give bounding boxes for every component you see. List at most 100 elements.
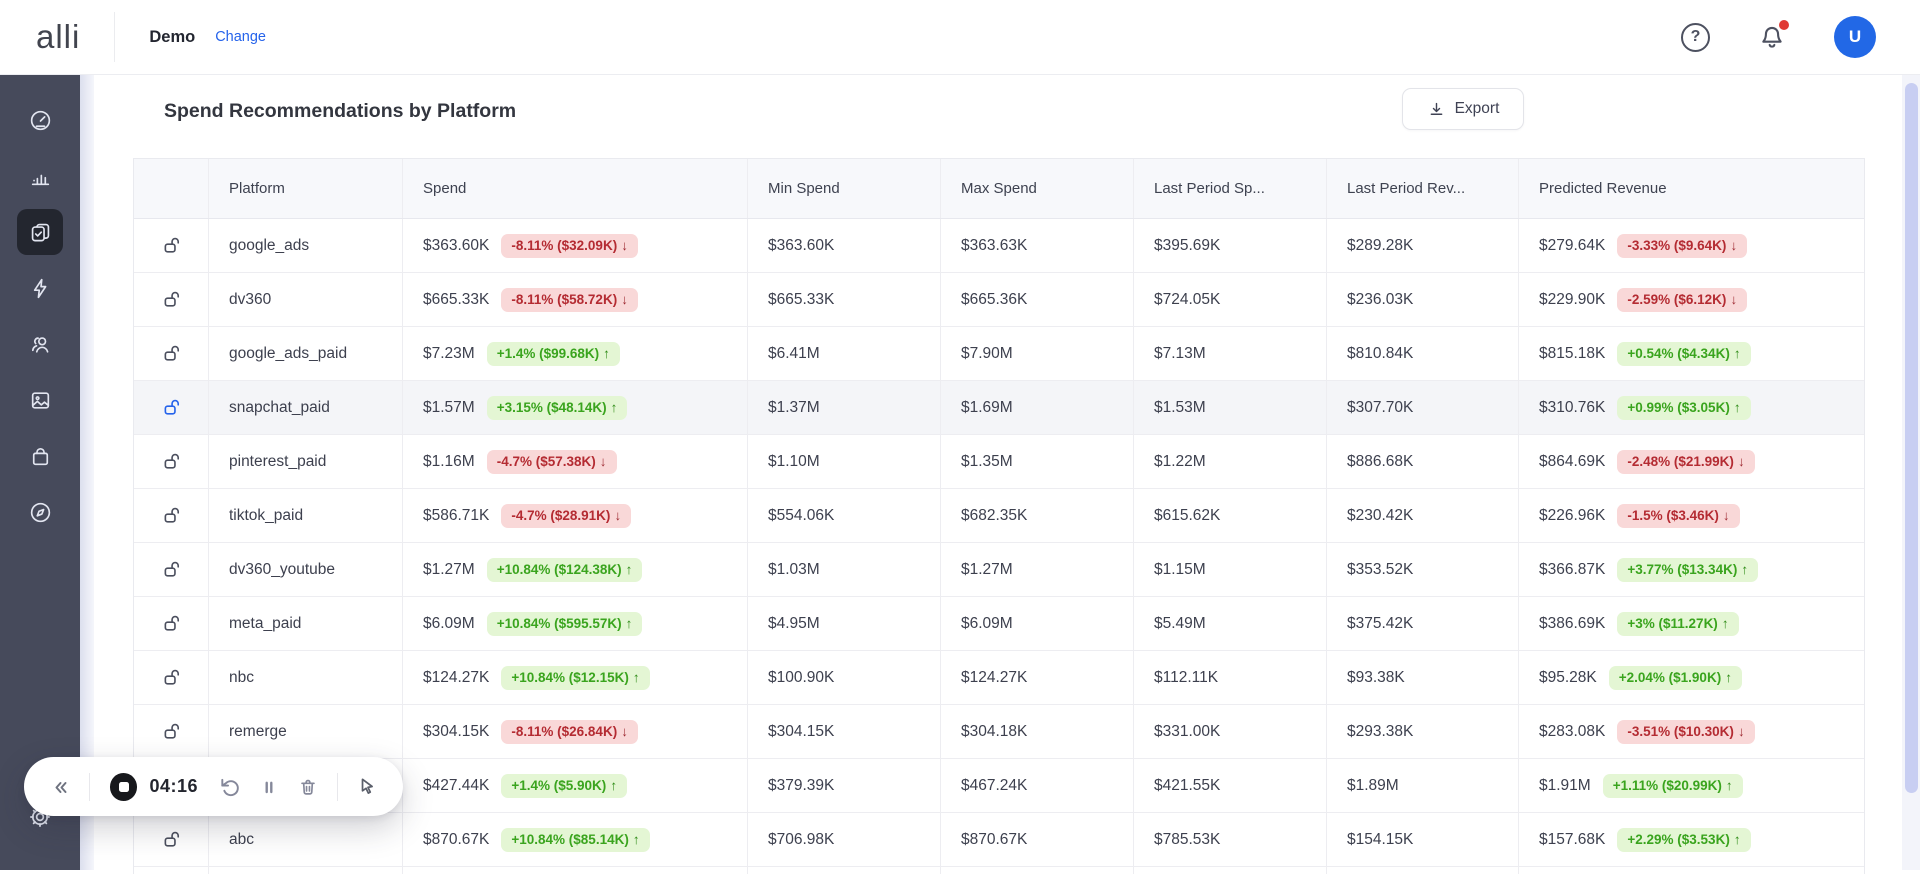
predicted-revenue-value: $157.68K <box>1539 830 1606 848</box>
notifications-button[interactable] <box>1758 20 1789 51</box>
trend-arrow-icon: ↑ <box>1725 778 1733 793</box>
spend-change-badge: +3.15% ($48.14K) ↑ <box>486 395 628 420</box>
predicted-revenue-cell: $95.28K +2.04% ($1.90K) ↑ <box>1519 651 1866 704</box>
header-max-spend[interactable]: Max Spend <box>941 159 1134 218</box>
max-spend-cell: $6.09M <box>941 597 1134 650</box>
platform-name: dv360_youtube <box>229 560 336 578</box>
table-row[interactable]: pinterest_paid $1.16M -4.7% ($57.38K) ↓ $… <box>134 435 1864 489</box>
sidebar-item-dashboard[interactable] <box>17 97 63 143</box>
trend-arrow-icon: ↑ <box>603 346 610 361</box>
header-platform[interactable]: Platform <box>209 159 403 218</box>
unlock-icon[interactable] <box>160 612 183 635</box>
table-row[interactable]: snapchat_paid $1.57M +3.15% ($48.14K) ↑ $… <box>134 381 1864 435</box>
table-row[interactable]: nbc $124.27K +10.84% ($12.15K) ↑ $100.90K… <box>134 651 1864 705</box>
header-last-period-revenue[interactable]: Last Period Rev... <box>1327 159 1519 218</box>
help-icon[interactable]: ? <box>1681 22 1710 52</box>
unlock-icon[interactable] <box>160 342 183 365</box>
stop-recording-button[interactable] <box>109 772 138 801</box>
sidebar-item-audiences[interactable] <box>17 321 63 367</box>
platform-cell: dv360 <box>209 273 403 326</box>
pointer-mode-button[interactable] <box>356 775 379 798</box>
min-spend-cell: $304.15K <box>748 705 941 758</box>
unlock-icon[interactable] <box>160 450 183 473</box>
table-row[interactable]: dv360_youtube $1.27M +10.84% ($124.38K) ↑… <box>134 543 1864 597</box>
max-spend-cell: $1.69M <box>941 381 1134 434</box>
unlock-icon[interactable] <box>160 558 183 581</box>
lock-cell <box>134 219 209 272</box>
lock-cell <box>134 489 209 542</box>
table-row-partial <box>134 867 1864 874</box>
header-last-period-spend[interactable]: Last Period Sp... <box>1134 159 1327 218</box>
unlock-icon[interactable] <box>160 288 183 311</box>
spend-cell: $363.60K -8.11% ($32.09K) ↓ <box>403 219 748 272</box>
unlock-icon[interactable] <box>160 720 183 743</box>
min-spend-cell: $1.03M <box>748 543 941 596</box>
unlock-icon[interactable] <box>160 666 183 689</box>
delete-recording-button[interactable] <box>297 776 319 798</box>
lock-cell <box>134 381 209 434</box>
trend-arrow-icon: ↑ <box>610 400 618 415</box>
table-row[interactable]: tiktok_paid $586.71K -4.7% ($28.91K) ↓ $5… <box>134 489 1864 543</box>
predicted-revenue-value: $386.69K <box>1539 614 1606 632</box>
spend-change-badge: +10.84% ($124.38K) ↑ <box>486 557 643 582</box>
unlock-icon[interactable] <box>160 504 183 527</box>
platform-name: meta_paid <box>229 614 302 632</box>
trend-arrow-icon: ↑ <box>632 670 640 685</box>
spend-cell: $427.44K +1.4% ($5.90K) ↑ <box>403 759 748 812</box>
predicted-revenue-value: $279.64K <box>1539 236 1606 254</box>
sidebar-item-shopping[interactable] <box>17 433 63 479</box>
table-row[interactable]: meta_paid $6.09M +10.84% ($595.57K) ↑ $4.… <box>134 597 1864 651</box>
lightning-icon <box>33 278 46 298</box>
lock-cell <box>134 651 209 704</box>
pause-recording-button[interactable] <box>258 776 280 798</box>
table-row[interactable]: $427.44K +1.4% ($5.90K) ↑ $379.39K $467.2… <box>134 759 1864 813</box>
platform-cell: nbc <box>209 651 403 704</box>
predicted-change-badge: +0.99% ($3.05K) ↑ <box>1617 395 1751 420</box>
last-period-spend-cell: $615.62K <box>1134 489 1327 542</box>
collapse-toolbar-button[interactable] <box>48 775 72 799</box>
trend-arrow-icon: ↑ <box>610 778 618 793</box>
predicted-change-badge: -1.5% ($3.46K) ↓ <box>1617 503 1740 528</box>
user-avatar[interactable]: U <box>1834 16 1876 58</box>
toolbar-divider <box>89 772 90 801</box>
trend-arrow-icon: ↓ <box>1730 292 1738 307</box>
sidebar-item-explore[interactable] <box>17 489 63 535</box>
sidebar-item-recommendations[interactable] <box>17 209 63 255</box>
max-spend-cell: $124.27K <box>941 651 1134 704</box>
trash-icon <box>301 779 315 795</box>
sidebar-item-creative[interactable] <box>17 377 63 423</box>
table-row[interactable]: remerge $304.15K -8.11% ($26.84K) ↓ $304.… <box>134 705 1864 759</box>
header-spend[interactable]: Spend <box>403 159 748 218</box>
platform-name: nbc <box>229 668 254 686</box>
lock-cell <box>134 543 209 596</box>
unlock-icon[interactable] <box>160 396 183 419</box>
table-row[interactable]: abc $870.67K +10.84% ($85.14K) ↑ $706.98K… <box>134 813 1864 867</box>
header-min-spend[interactable]: Min Spend <box>748 159 941 218</box>
sidebar-item-automation[interactable] <box>17 265 63 311</box>
max-spend-cell: $363.63K <box>941 219 1134 272</box>
trend-arrow-icon: ↓ <box>1722 508 1730 523</box>
bell-icon <box>1762 26 1782 48</box>
main-content: Spend Recommendations by Platform Export… <box>80 75 1920 874</box>
header-predicted-revenue[interactable]: Predicted Revenue <box>1539 180 1667 197</box>
predicted-change-badge: +3.77% ($13.34K) ↑ <box>1617 557 1759 582</box>
spend-value: $7.23M <box>423 344 475 362</box>
trend-arrow-icon: ↓ <box>599 454 607 469</box>
table-row[interactable]: google_ads_paid $7.23M +1.4% ($99.68K) ↑ … <box>134 327 1864 381</box>
sidebar-item-reports[interactable] <box>17 153 63 199</box>
vertical-scrollbar <box>1902 75 1920 870</box>
restart-recording-button[interactable] <box>218 775 241 798</box>
unlock-icon[interactable] <box>160 828 183 851</box>
table-row[interactable]: dv360 $665.33K -8.11% ($58.72K) ↓ $665.33… <box>134 273 1864 327</box>
last-period-spend-cell: $724.05K <box>1134 273 1327 326</box>
export-label: Export <box>1454 100 1500 117</box>
export-button[interactable]: Export <box>1402 88 1524 130</box>
unlock-icon[interactable] <box>160 234 183 257</box>
predicted-revenue-cell: $864.69K -2.48% ($21.99K) ↓ <box>1519 435 1866 488</box>
spend-change-badge: +10.84% ($595.57K) ↑ <box>486 611 643 636</box>
change-workspace-link[interactable]: Change <box>215 29 266 45</box>
last-period-spend-cell: $5.49M <box>1134 597 1327 650</box>
scrollbar-thumb[interactable] <box>1904 83 1918 793</box>
last-period-revenue-cell: $154.15K <box>1327 813 1519 866</box>
table-row[interactable]: google_ads $363.60K -8.11% ($32.09K) ↓ $3… <box>134 219 1864 273</box>
